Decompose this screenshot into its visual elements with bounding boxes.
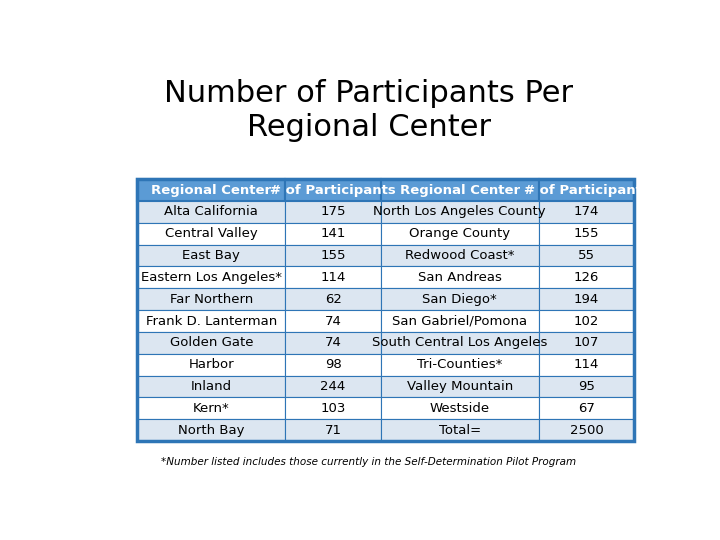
Text: 62: 62 <box>325 293 341 306</box>
Bar <box>285 332 381 354</box>
Bar <box>138 288 285 310</box>
Bar <box>138 332 285 354</box>
Bar <box>285 266 381 288</box>
Text: 155: 155 <box>320 249 346 262</box>
Text: 103: 103 <box>320 402 346 415</box>
Text: North Bay: North Bay <box>178 424 245 437</box>
Bar <box>138 201 285 223</box>
Text: Frank D. Lanterman: Frank D. Lanterman <box>145 314 277 328</box>
Text: 74: 74 <box>325 336 341 349</box>
Bar <box>381 397 539 419</box>
Bar <box>138 397 285 419</box>
Bar <box>138 266 285 288</box>
Bar <box>381 288 539 310</box>
Text: 2500: 2500 <box>570 424 603 437</box>
Text: Far Northern: Far Northern <box>170 293 253 306</box>
Bar <box>381 223 539 245</box>
Text: 175: 175 <box>320 205 346 218</box>
Bar <box>138 223 285 245</box>
Bar <box>381 310 539 332</box>
Bar <box>138 245 285 266</box>
Bar <box>539 332 634 354</box>
Text: Tri-Counties*: Tri-Counties* <box>417 358 503 371</box>
Text: 114: 114 <box>320 271 346 284</box>
Text: 95: 95 <box>578 380 595 393</box>
Bar <box>138 179 634 441</box>
Text: *Number listed includes those currently in the Self-Determination Pilot Program: *Number listed includes those currently … <box>161 457 577 467</box>
Text: 55: 55 <box>578 249 595 262</box>
Text: Number of Participants Per
Regional Center: Number of Participants Per Regional Cent… <box>164 79 574 142</box>
Text: Kern*: Kern* <box>193 402 230 415</box>
Bar <box>539 223 634 245</box>
Bar <box>285 419 381 441</box>
Text: Alta California: Alta California <box>164 205 258 218</box>
Bar <box>285 397 381 419</box>
Text: 244: 244 <box>320 380 346 393</box>
Bar <box>138 376 285 397</box>
Bar <box>285 245 381 266</box>
Bar <box>138 354 285 376</box>
Text: 141: 141 <box>320 227 346 240</box>
Text: Central Valley: Central Valley <box>165 227 258 240</box>
Text: # of Participants: # of Participants <box>523 184 649 197</box>
Text: Valley Mountain: Valley Mountain <box>407 380 513 393</box>
Text: South Central Los Angeles: South Central Los Angeles <box>372 336 547 349</box>
Text: Harbor: Harbor <box>189 358 234 371</box>
Text: Westside: Westside <box>430 402 490 415</box>
Bar <box>381 245 539 266</box>
Text: # of Participants: # of Participants <box>270 184 396 197</box>
Bar <box>539 354 634 376</box>
Bar <box>381 376 539 397</box>
Text: Inland: Inland <box>191 380 232 393</box>
Text: Orange County: Orange County <box>409 227 510 240</box>
Bar <box>539 419 634 441</box>
Text: Regional Center: Regional Center <box>400 184 520 197</box>
Bar <box>285 354 381 376</box>
Bar <box>381 332 539 354</box>
Bar <box>138 419 285 441</box>
Text: East Bay: East Bay <box>182 249 240 262</box>
Bar <box>285 223 381 245</box>
Text: Regional Center: Regional Center <box>151 184 271 197</box>
Bar <box>381 201 539 223</box>
Bar <box>539 266 634 288</box>
Bar <box>381 179 539 201</box>
Bar <box>539 376 634 397</box>
Bar <box>285 376 381 397</box>
Bar <box>285 310 381 332</box>
Bar <box>539 179 634 201</box>
Text: 98: 98 <box>325 358 341 371</box>
Text: San Diego*: San Diego* <box>423 293 497 306</box>
Text: Total=: Total= <box>438 424 481 437</box>
Text: 71: 71 <box>325 424 341 437</box>
Bar <box>381 266 539 288</box>
Text: 74: 74 <box>325 314 341 328</box>
Bar <box>539 288 634 310</box>
Bar <box>539 245 634 266</box>
Bar <box>285 179 381 201</box>
Bar <box>285 288 381 310</box>
Bar <box>539 397 634 419</box>
Bar <box>138 179 285 201</box>
Text: 107: 107 <box>574 336 599 349</box>
Text: 126: 126 <box>574 271 599 284</box>
Text: 194: 194 <box>574 293 599 306</box>
Bar <box>138 310 285 332</box>
Bar <box>285 201 381 223</box>
Bar <box>381 354 539 376</box>
Text: Golden Gate: Golden Gate <box>170 336 253 349</box>
Bar <box>539 310 634 332</box>
Text: San Gabriel/Pomona: San Gabriel/Pomona <box>392 314 527 328</box>
Text: 114: 114 <box>574 358 599 371</box>
Text: North Los Angeles County: North Los Angeles County <box>374 205 546 218</box>
Text: Eastern Los Angeles*: Eastern Los Angeles* <box>141 271 282 284</box>
Text: 155: 155 <box>574 227 599 240</box>
Text: 102: 102 <box>574 314 599 328</box>
Text: 174: 174 <box>574 205 599 218</box>
Bar <box>539 201 634 223</box>
Text: San Andreas: San Andreas <box>418 271 502 284</box>
Bar <box>381 419 539 441</box>
Text: 67: 67 <box>578 402 595 415</box>
Text: Redwood Coast*: Redwood Coast* <box>405 249 515 262</box>
